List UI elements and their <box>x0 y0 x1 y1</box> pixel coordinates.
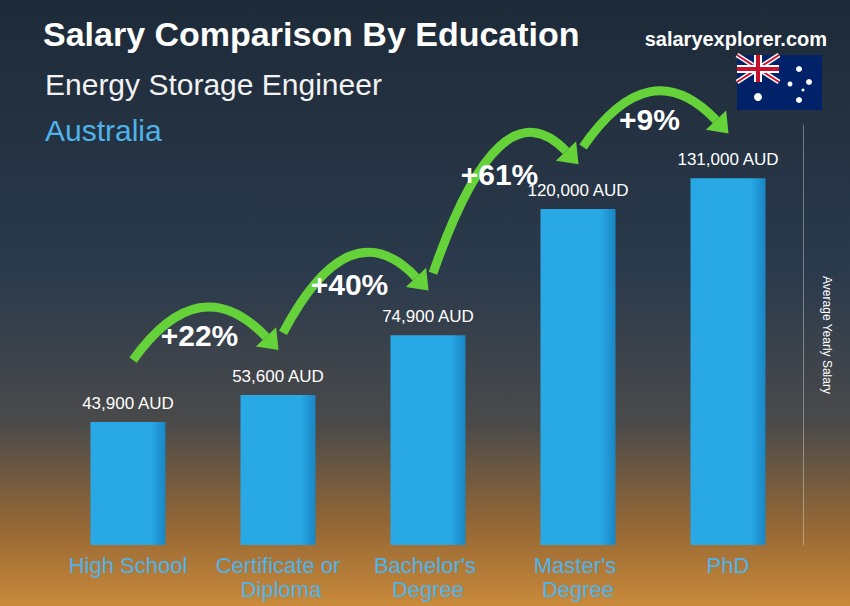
svg-text:PhD: PhD <box>707 553 750 578</box>
svg-text:Average Yearly Salary: Average Yearly Salary <box>820 276 834 394</box>
svg-text:Degree: Degree <box>542 577 614 602</box>
svg-text:131,000 AUD: 131,000 AUD <box>677 150 778 169</box>
svg-text:Master's: Master's <box>534 553 623 578</box>
svg-text:43,900 AUD: 43,900 AUD <box>82 394 174 413</box>
svg-text:+40%: +40% <box>311 268 389 301</box>
svg-text:53,600 AUD: 53,600 AUD <box>232 367 324 386</box>
svg-text:High School: High School <box>69 553 188 578</box>
svg-text:Bachelor's: Bachelor's <box>374 553 482 578</box>
svg-text:Energy Storage Engineer: Energy Storage Engineer <box>45 68 382 101</box>
svg-text:120,000 AUD: 120,000 AUD <box>527 181 628 200</box>
svg-text:+22%: +22% <box>161 319 239 352</box>
svg-text:74,900 AUD: 74,900 AUD <box>382 307 474 326</box>
svg-text:Australia: Australia <box>45 114 162 147</box>
svg-text:Salary Comparison By Education: Salary Comparison By Education <box>43 15 580 53</box>
svg-text:Certificate or: Certificate or <box>216 553 341 578</box>
svg-text:+9%: +9% <box>619 103 680 136</box>
svg-text:Diploma: Diploma <box>235 577 323 602</box>
svg-text:salaryexplorer.com: salaryexplorer.com <box>645 28 827 50</box>
svg-text:+61%: +61% <box>460 158 539 192</box>
svg-text:Degree: Degree <box>392 577 464 602</box>
